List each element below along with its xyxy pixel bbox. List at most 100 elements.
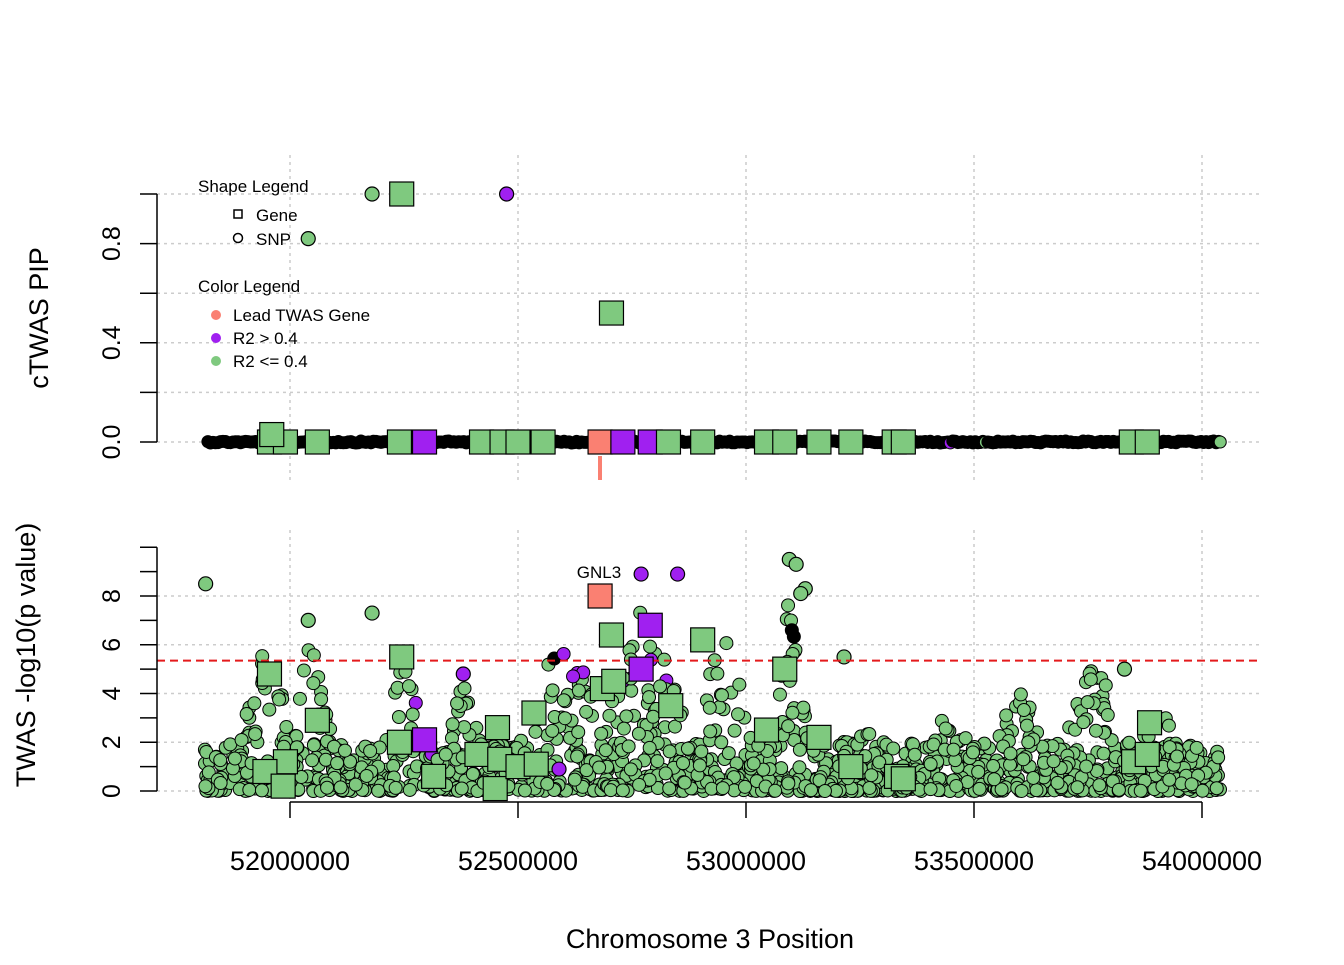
bottom-snp-point: [454, 781, 469, 796]
bottom-snp-point: [401, 679, 416, 694]
legend-high-label: R2 > 0.4: [233, 329, 298, 348]
legend-lead-label: Lead TWAS Gene: [233, 306, 370, 325]
top-baseline-gene-point: [505, 429, 531, 455]
bottom-snp-point: [677, 775, 692, 790]
bottom-notable-snp-point: [551, 761, 567, 777]
bottom-snp-point: [680, 741, 695, 756]
bottom-panel-genes: [252, 583, 1163, 802]
bottom-snp-point: [965, 745, 980, 760]
bottom-snp-point: [1070, 780, 1085, 795]
bottom-snp-point: [1189, 740, 1204, 755]
bottom-snp-point: [213, 753, 228, 768]
bottom-snp-point: [239, 707, 254, 722]
bottom-snp-point: [781, 776, 796, 791]
top-baseline-gene-point: [1134, 429, 1160, 455]
bottom-snp-point: [731, 707, 746, 722]
bottom-snp-point: [594, 726, 609, 741]
bottom-snp-point: [292, 691, 307, 706]
bottom-gene-point: [658, 693, 684, 719]
top-panel-genes: [256, 429, 1160, 455]
bottom-gene-point: [890, 766, 916, 792]
bottom-snp-point: [715, 781, 730, 796]
bottom-snp-point: [579, 704, 594, 719]
bottom-snp-point: [938, 721, 953, 736]
top-baseline-gene-point: [772, 429, 798, 455]
bottom-snp-point: [862, 726, 877, 741]
bottom-snp-point: [694, 744, 709, 759]
legend-high-dot-icon: [211, 333, 221, 343]
bottom-snp-point: [1003, 746, 1018, 761]
bottom-snp-point: [1080, 695, 1095, 710]
bottom-snp-point: [371, 783, 386, 798]
bottom-gene-point: [690, 627, 716, 653]
bottom-gene-point: [411, 727, 438, 753]
bottom-snp-point: [987, 772, 1002, 787]
bottom-snp-point: [1029, 783, 1044, 798]
bottom-snp-point: [1098, 678, 1113, 693]
top-y-axis-title: cTWAS PIP: [24, 247, 54, 389]
bottom-snp-point: [907, 747, 922, 762]
legend-lead-dot-icon: [211, 310, 221, 320]
bottom-gene-point: [838, 754, 864, 780]
bottom-snp-point: [923, 757, 938, 772]
bottom-snp-point: [862, 780, 877, 795]
bottom-snp-point: [646, 709, 661, 724]
bottom-snp-point: [1088, 723, 1103, 738]
bottom-notable-snp-point: [788, 556, 804, 572]
top-y-tick-label: 0.0: [98, 425, 126, 460]
bottom-gene-point: [270, 773, 296, 799]
bottom-snp-point: [314, 692, 329, 707]
bottom-snp-point: [702, 700, 717, 715]
bottom-snp-point: [653, 679, 668, 694]
top-baseline-gene-point: [587, 429, 613, 455]
bottom-snp-point: [817, 783, 832, 798]
bottom-snp-point: [227, 751, 242, 766]
bottom-gene-point: [464, 741, 490, 768]
bottom-snp-point: [306, 738, 321, 753]
bottom-panel-x-axis: 52000000 52500000 53000000 53500000 54000000: [230, 801, 1262, 876]
top-panel-y-axis: 0.0 0.4 0.8: [98, 193, 158, 460]
bottom-snp-point: [571, 725, 586, 740]
bottom-snp-point: [570, 749, 585, 764]
legend-low-label: R2 <= 0.4: [233, 352, 308, 371]
bottom-snp-point: [667, 719, 682, 734]
bottom-snp-point: [615, 783, 630, 798]
bottom-snp-point: [642, 690, 657, 705]
top-high-pip-snp-point: [499, 186, 515, 202]
legend-low-dot-icon: [211, 356, 221, 366]
bottom-snp-point: [619, 709, 634, 724]
bottom-snp-point: [540, 776, 555, 791]
bottom-snp-point: [732, 677, 747, 692]
top-high-pip-snp-point: [300, 231, 316, 247]
bottom-snp-point: [1026, 770, 1041, 785]
bottom-snp-point: [621, 739, 636, 754]
bottom-notable-snp-point: [300, 612, 316, 628]
bottom-snp-point: [714, 688, 729, 703]
bottom-snp-point: [272, 692, 287, 707]
bottom-snp-point: [1170, 749, 1185, 764]
top-baseline-gene-point: [386, 429, 413, 455]
bottom-notable-snp-point: [836, 649, 852, 665]
bottom-snp-point: [1209, 781, 1224, 796]
bottom-snp-point: [391, 710, 406, 725]
bottom-notable-snp-point: [198, 576, 214, 592]
bottom-snp-point: [1076, 715, 1091, 730]
top-y-tick-label: 0.4: [98, 325, 126, 360]
bottom-snp-point: [1161, 718, 1176, 733]
bottom-snp-point: [1016, 752, 1031, 767]
bottom-snp-point: [676, 756, 691, 771]
bottom-snp-point: [804, 783, 819, 798]
bottom-snp-point: [198, 779, 213, 794]
bottom-snp-point: [703, 724, 718, 739]
bottom-snp-point: [1111, 782, 1126, 797]
bottom-snp-point: [306, 676, 321, 691]
bottom-gene-point: [1134, 741, 1160, 768]
bottom-snp-point: [438, 747, 453, 762]
bottom-snp-point: [792, 760, 807, 775]
gnl3-gene-annotation: GNL3: [577, 563, 621, 582]
bottom-gene-point: [386, 729, 413, 755]
x-axis-title: Chromosome 3 Position: [566, 924, 854, 954]
bottom-snp-point: [658, 766, 673, 781]
top-baseline-gene-point: [411, 429, 438, 455]
